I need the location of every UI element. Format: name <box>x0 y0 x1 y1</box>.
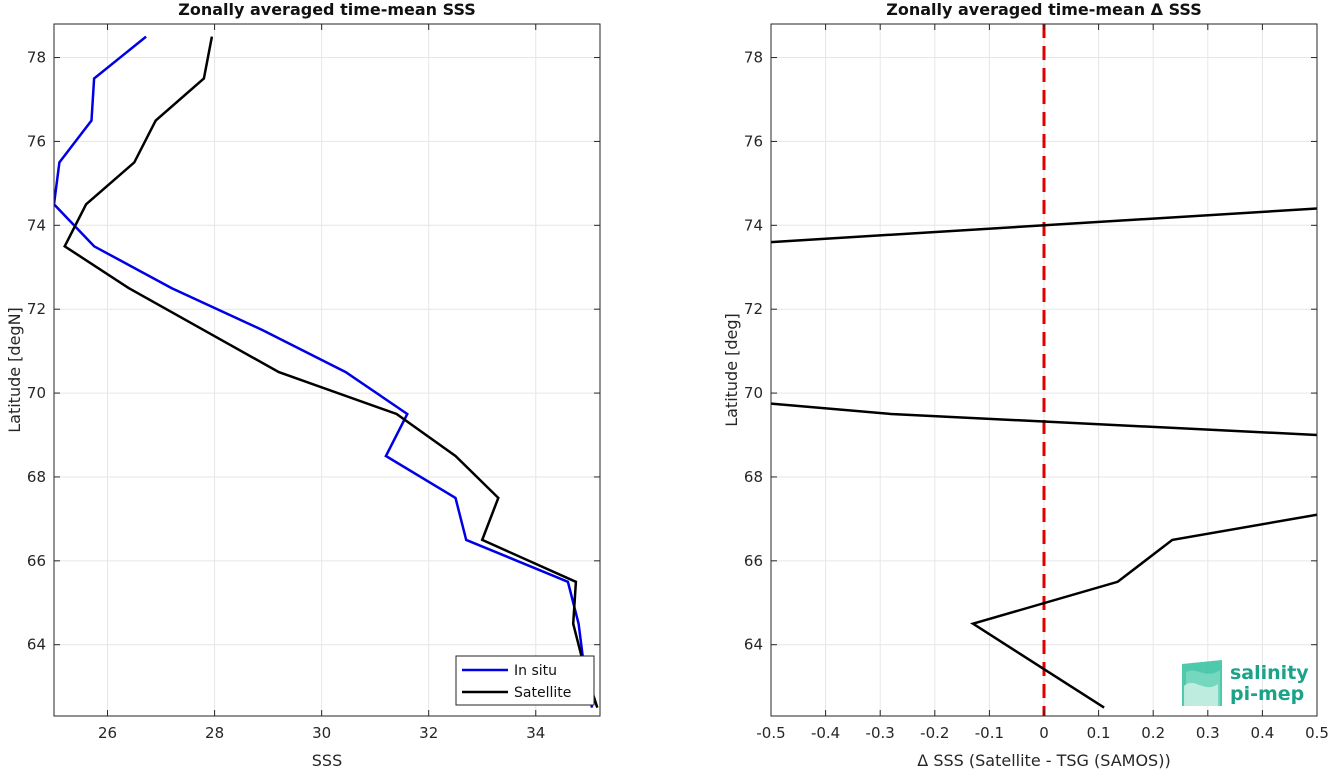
y-tick-label: 68 <box>744 468 763 486</box>
x-tick-label: 0.2 <box>1141 724 1165 742</box>
legend: In situ Satellite <box>455 655 595 706</box>
left-x-axis-label: SSS <box>312 751 342 769</box>
y-tick-label: 78 <box>744 49 763 67</box>
delta-series-line-3 <box>970 513 1317 709</box>
left-series-group <box>54 35 599 708</box>
y-tick-label: 76 <box>744 132 763 150</box>
y-tick-label: 78 <box>27 49 46 67</box>
legend-entry-label: In situ <box>514 663 557 679</box>
salinity-pi-mep-logo: salinity pi-mep <box>1182 660 1309 706</box>
x-tick-label: -0.3 <box>866 724 895 742</box>
x-tick-label: 34 <box>526 724 545 742</box>
x-tick-label: 0.4 <box>1250 724 1274 742</box>
left-plot-area <box>54 24 600 716</box>
left-panel: 64 66 68 70 72 74 76 78 26 28 30 32 34 Zonally avera… <box>5 0 601 769</box>
series-line-satellite <box>63 36 599 708</box>
y-tick-label: 72 <box>744 300 763 318</box>
x-tick-label: 0.1 <box>1087 724 1111 742</box>
x-tick-label: 30 <box>312 724 331 742</box>
x-tick-label: -0.5 <box>756 724 785 742</box>
x-tick-label: 32 <box>419 724 438 742</box>
x-tick-label: -0.1 <box>975 724 1004 742</box>
right-panel: 64 66 68 70 72 74 76 78 -0.5 -0.4 -0.3 -0.2 -0.1 0 0.1… <box>722 0 1329 769</box>
y-tick-label: 68 <box>27 468 46 486</box>
logo-wave-icon <box>1182 660 1222 706</box>
left-ticks: 64 66 68 70 72 74 76 78 26 28 30 32 34 <box>27 24 600 742</box>
logo-line-2: pi-mep <box>1230 683 1304 705</box>
x-tick-label: 0.3 <box>1196 724 1220 742</box>
x-tick-label: 0 <box>1039 724 1049 742</box>
series-line-in-situ <box>54 35 594 708</box>
delta-series-line-1 <box>771 207 1317 244</box>
logo-line-1: salinity <box>1230 662 1309 684</box>
x-tick-label: -0.2 <box>920 724 949 742</box>
right-x-axis-label: Δ SSS (Satellite - TSG (SAMOS)) <box>917 751 1170 769</box>
left-chart-title: Zonally averaged time-mean SSS <box>178 0 476 19</box>
y-tick-label: 64 <box>744 636 763 654</box>
right-ticks: 64 66 68 70 72 74 76 78 -0.5 -0.4 -0.3 -0.2 -0.1 0 0.1… <box>744 24 1329 742</box>
x-tick-label: 28 <box>205 724 224 742</box>
y-tick-label: 70 <box>27 384 46 402</box>
right-chart-title: Zonally averaged time-mean Δ SSS <box>886 0 1202 19</box>
right-series-group <box>771 207 1317 709</box>
left-axes-frame <box>53 23 601 717</box>
x-tick-label: 0.5 <box>1305 724 1329 742</box>
legend-box <box>455 655 595 706</box>
left-y-axis-label: Latitude [degN] <box>5 307 24 433</box>
y-tick-label: 64 <box>27 636 46 654</box>
x-tick-label: 26 <box>98 724 117 742</box>
x-tick-label: -0.4 <box>811 724 840 742</box>
y-tick-label: 70 <box>744 384 763 402</box>
y-tick-label: 66 <box>744 552 763 570</box>
left-grid <box>54 24 600 716</box>
y-tick-label: 74 <box>744 216 763 234</box>
y-tick-label: 66 <box>27 552 46 570</box>
delta-series-line-2 <box>771 402 1317 437</box>
y-tick-label: 76 <box>27 132 46 150</box>
right-y-axis-label: Latitude [deg] <box>722 313 741 427</box>
y-tick-label: 74 <box>27 216 46 234</box>
legend-entry-label: Satellite <box>514 685 571 701</box>
y-tick-label: 72 <box>27 300 46 318</box>
